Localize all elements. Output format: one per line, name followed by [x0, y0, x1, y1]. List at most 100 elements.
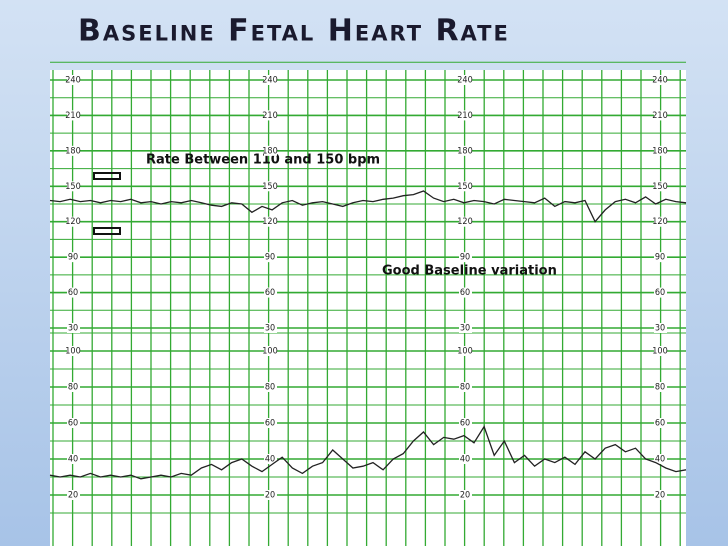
tick-bg: [264, 110, 277, 121]
y-tick-label: 120: [65, 217, 80, 227]
y-tick-label: 60: [68, 419, 78, 429]
tick-bg: [67, 346, 80, 356]
tick-bg: [264, 418, 277, 428]
tick-bg: [67, 145, 80, 156]
range-marker: [93, 172, 121, 180]
tick-bg: [654, 216, 667, 227]
tick-bg: [264, 346, 277, 356]
tick-bg: [67, 75, 80, 85]
y-tick-label: 80: [655, 383, 665, 393]
y-tick-label: 210: [65, 111, 80, 121]
tick-bg: [459, 287, 472, 298]
y-tick-label: 100: [652, 347, 667, 357]
y-tick-label: 180: [652, 146, 667, 156]
tick-bg: [264, 75, 277, 85]
tick-bg: [264, 145, 277, 156]
y-tick-label: 40: [68, 455, 78, 465]
tick-bg: [459, 181, 472, 192]
y-tick-label: 80: [68, 383, 78, 393]
y-tick-label: 20: [265, 491, 275, 501]
y-tick-label: 120: [262, 217, 277, 227]
y-tick-label: 120: [457, 217, 472, 227]
range-marker: [93, 227, 121, 235]
tick-bg: [459, 323, 472, 333]
tick-bg: [264, 490, 277, 500]
tick-bg: [654, 454, 667, 464]
y-tick-label: 20: [460, 491, 470, 501]
tick-bg: [459, 252, 472, 263]
tick-bg: [459, 382, 472, 392]
tick-bg: [654, 145, 667, 156]
tick-bg: [67, 110, 80, 121]
tick-bg: [264, 252, 277, 263]
y-tick-label: 150: [652, 182, 667, 192]
y-tick-label: 30: [655, 324, 665, 334]
tick-bg: [459, 216, 472, 227]
y-tick-label: 120: [652, 217, 667, 227]
y-tick-label: 60: [460, 288, 470, 298]
tick-bg: [264, 181, 277, 192]
y-tick-label: 30: [68, 324, 78, 334]
tick-bg: [67, 454, 80, 464]
annotation: Rate Between 110 and 150 bpm: [146, 153, 380, 168]
y-tick-label: 90: [655, 253, 665, 263]
y-tick-label: 240: [652, 76, 667, 86]
y-tick-label: 210: [457, 111, 472, 121]
tick-bg: [459, 454, 472, 464]
tick-bg: [654, 418, 667, 428]
y-tick-label: 40: [655, 455, 665, 465]
tick-bg: [459, 145, 472, 156]
tick-bg: [264, 323, 277, 333]
tick-bg: [264, 454, 277, 464]
y-tick-label: 180: [65, 146, 80, 156]
tick-bg: [654, 490, 667, 500]
y-tick-label: 40: [460, 455, 470, 465]
y-tick-label: 180: [457, 146, 472, 156]
tick-bg: [654, 75, 667, 85]
y-tick-label: 60: [655, 288, 665, 298]
tick-bg: [67, 323, 80, 333]
slide-title: Baseline Fetal Heart Rate: [78, 14, 510, 49]
tick-bg: [264, 216, 277, 227]
tick-bg: [459, 490, 472, 500]
y-tick-label: 90: [68, 253, 78, 263]
tick-bg: [67, 252, 80, 263]
y-tick-label: 210: [262, 111, 277, 121]
y-tick-label: 20: [655, 491, 665, 501]
tick-bg: [654, 346, 667, 356]
tick-bg: [67, 181, 80, 192]
tick-bg: [459, 110, 472, 121]
y-tick-label: 20: [68, 491, 78, 501]
tick-bg: [459, 75, 472, 85]
y-tick-label: 60: [460, 419, 470, 429]
tick-bg: [264, 382, 277, 392]
y-tick-label: 40: [265, 455, 275, 465]
strip-paper: [50, 70, 686, 546]
y-tick-label: 100: [457, 347, 472, 357]
tick-bg: [67, 490, 80, 500]
y-tick-label: 100: [262, 347, 277, 357]
y-tick-label: 240: [65, 76, 80, 86]
y-tick-label: 240: [262, 76, 277, 86]
y-tick-label: 30: [265, 324, 275, 334]
y-tick-label: 240: [457, 76, 472, 86]
y-tick-label: 60: [265, 288, 275, 298]
tick-bg: [654, 323, 667, 333]
y-tick-label: 90: [265, 253, 275, 263]
y-tick-label: 60: [655, 419, 665, 429]
tick-bg: [654, 181, 667, 192]
y-tick-label: 210: [652, 111, 667, 121]
y-tick-label: 90: [460, 253, 470, 263]
tick-bg: [67, 216, 80, 227]
tick-bg: [654, 110, 667, 121]
y-tick-label: 100: [65, 347, 80, 357]
y-tick-label: 80: [460, 383, 470, 393]
tick-bg: [654, 252, 667, 263]
annotation: Good Baseline variation: [382, 264, 557, 279]
tick-bg: [67, 418, 80, 428]
y-tick-label: 60: [265, 419, 275, 429]
y-tick-label: 150: [65, 182, 80, 192]
tick-bg: [654, 287, 667, 298]
y-tick-label: 30: [460, 324, 470, 334]
